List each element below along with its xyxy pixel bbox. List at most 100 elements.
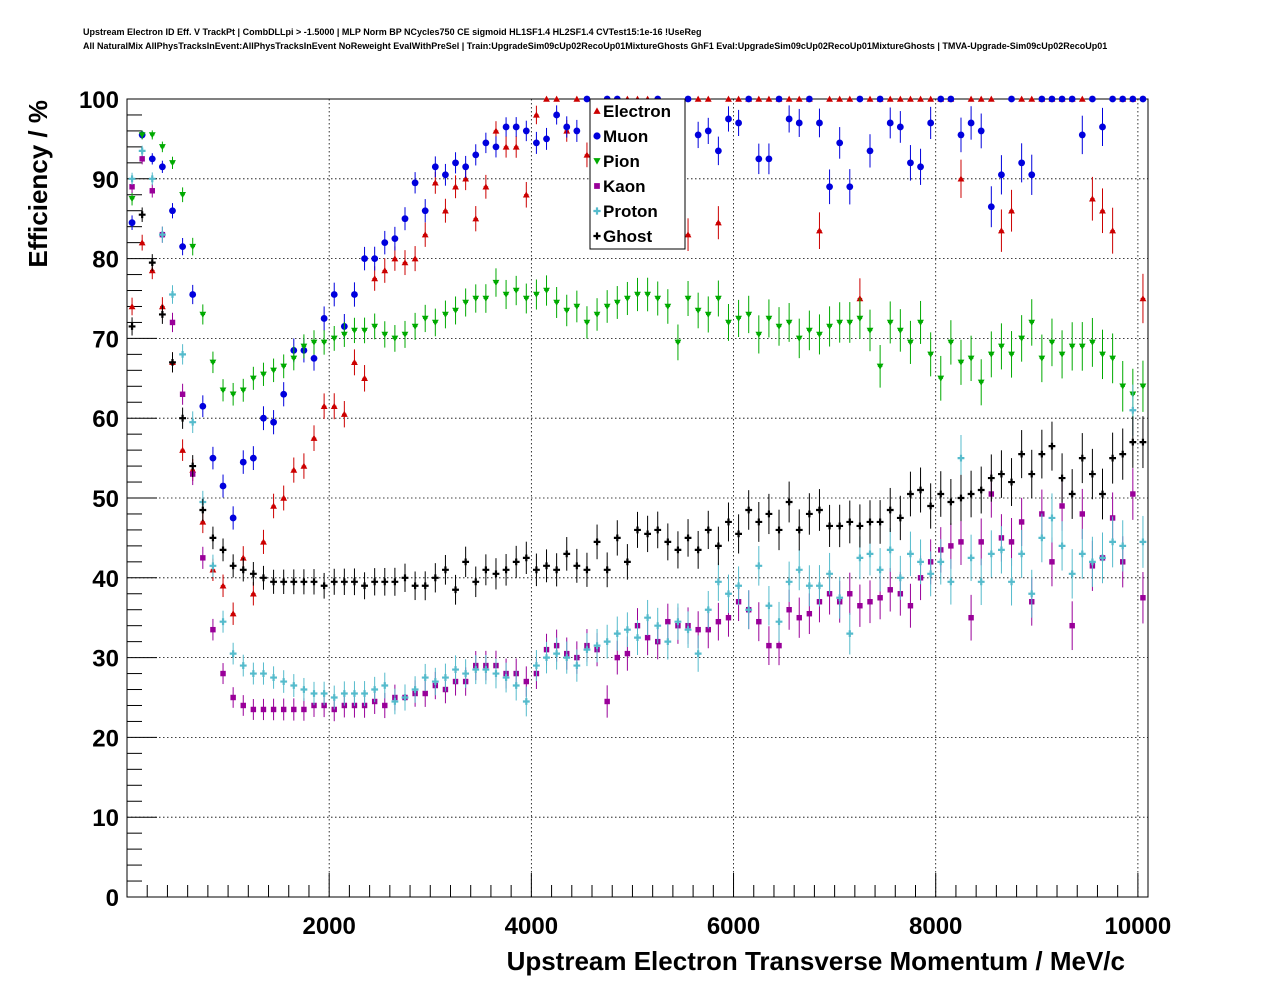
data-point (1099, 351, 1106, 358)
data-point (179, 414, 186, 422)
data-point (866, 550, 874, 558)
data-point (280, 706, 287, 713)
data-point (694, 650, 702, 658)
legend-marker-ghost (593, 232, 601, 240)
data-point (512, 287, 520, 294)
data-point (1018, 550, 1026, 558)
data-point (704, 606, 712, 614)
data-point (1028, 590, 1036, 598)
data-point (462, 175, 470, 182)
data-point (229, 514, 237, 522)
data-point (260, 538, 267, 545)
data-point (998, 171, 1005, 179)
data-point (786, 607, 792, 613)
data-point (765, 95, 773, 102)
data-point (401, 331, 409, 338)
data-point (755, 155, 763, 163)
grid-lines (127, 99, 1148, 897)
data-point (977, 379, 985, 386)
data-point (1119, 383, 1127, 390)
x-axis-ticks: 2000 4000 6000 8000 10000 (146, 873, 1171, 940)
data-point (239, 662, 247, 669)
data-point (664, 538, 672, 546)
data-point (795, 119, 803, 127)
data-point (280, 494, 288, 501)
data-point (482, 566, 490, 574)
data-point (290, 466, 298, 473)
data-point (948, 543, 954, 549)
data-point (856, 315, 864, 322)
data-point (512, 682, 520, 689)
data-point (704, 526, 712, 534)
data-point (1109, 355, 1117, 362)
data-point (330, 291, 338, 298)
data-point (978, 539, 984, 545)
data-point (998, 227, 1005, 234)
data-point (230, 694, 236, 701)
data-point (846, 518, 854, 526)
data-point (1130, 491, 1136, 497)
data-point (442, 674, 449, 681)
data-point (421, 315, 429, 322)
data-point (634, 291, 641, 298)
data-point (876, 95, 884, 103)
data-point (1048, 339, 1056, 346)
data-point (957, 454, 965, 462)
data-point (755, 518, 763, 526)
data-point (887, 587, 893, 593)
data-point (270, 706, 277, 713)
data-point (896, 514, 904, 522)
data-point (411, 323, 419, 330)
data-point (775, 95, 783, 103)
data-point (644, 291, 652, 298)
data-point (330, 335, 338, 342)
data-point (573, 303, 581, 310)
data-point (270, 674, 277, 681)
data-point (351, 358, 358, 366)
y-tick-label: 50 (92, 486, 119, 513)
data-point (907, 339, 914, 346)
data-point (169, 291, 176, 298)
data-point (805, 510, 813, 518)
data-point (725, 319, 732, 326)
data-point (573, 127, 581, 135)
legend-marker-kaon (594, 183, 600, 189)
data-point (563, 123, 571, 131)
data-point (1059, 503, 1065, 509)
data-point (866, 147, 874, 155)
data-point (1008, 95, 1015, 103)
data-point (492, 127, 500, 134)
data-point (553, 566, 561, 574)
data-point (987, 550, 995, 558)
data-point (957, 175, 965, 182)
data-point (775, 526, 783, 534)
data-point (421, 231, 429, 238)
data-point (270, 418, 277, 426)
data-point (290, 682, 298, 689)
data-point (947, 578, 955, 586)
data-point (219, 582, 227, 589)
data-point (593, 538, 601, 546)
data-point (1018, 335, 1026, 342)
data-point (462, 558, 470, 566)
data-point (1049, 559, 1055, 565)
data-point (927, 502, 935, 510)
data-point (714, 578, 722, 586)
data-point (1008, 351, 1015, 358)
data-point (1129, 95, 1137, 103)
data-point (128, 323, 136, 330)
data-point (846, 183, 854, 191)
data-point (1109, 95, 1117, 103)
data-point (290, 578, 298, 586)
x-axis-label: Upstream Electron Transverse Momentum / … (507, 946, 1125, 976)
data-point (472, 666, 480, 673)
data-point (1099, 207, 1106, 214)
data-point (1140, 595, 1146, 601)
data-point (603, 638, 611, 646)
data-point (896, 574, 904, 582)
data-point (593, 642, 601, 650)
data-point (998, 470, 1005, 478)
data-point (613, 630, 621, 638)
data-point (472, 215, 480, 222)
data-point (1048, 442, 1056, 450)
